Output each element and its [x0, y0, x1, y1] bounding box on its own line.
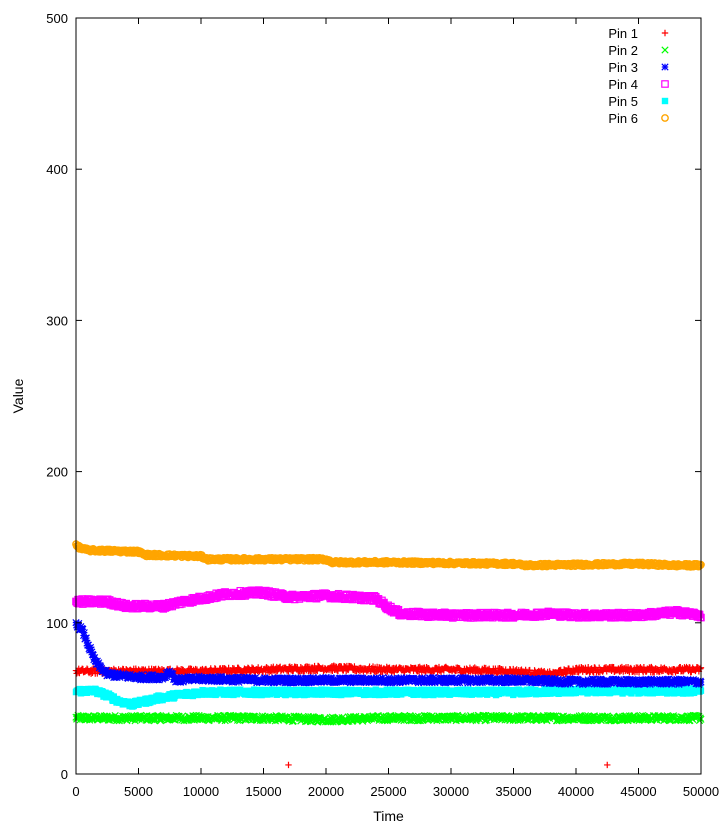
data-point — [272, 668, 280, 675]
series-pin-3 — [72, 619, 705, 689]
data-point — [285, 668, 292, 675]
series-pin-5 — [72, 684, 705, 710]
data-point — [285, 761, 292, 769]
series-layer — [72, 540, 705, 769]
series-pin-1 — [72, 662, 705, 769]
data-point — [313, 666, 320, 674]
data-point — [314, 667, 321, 675]
series-pin-6 — [72, 540, 705, 571]
series-pin-2 — [72, 711, 705, 726]
data-point — [235, 665, 243, 673]
series-pin-4 — [72, 586, 705, 622]
data-point — [330, 662, 338, 669]
data-point — [604, 761, 611, 769]
data-point — [83, 665, 91, 672]
data-point — [248, 664, 256, 671]
